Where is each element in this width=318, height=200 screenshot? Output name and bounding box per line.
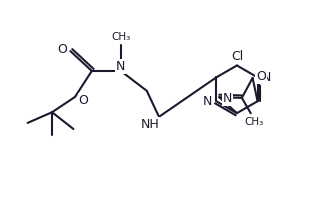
Text: N: N [203, 95, 212, 108]
Text: Cl: Cl [231, 50, 243, 63]
Text: N: N [116, 60, 126, 73]
Text: CH₃: CH₃ [244, 117, 263, 127]
Text: O: O [79, 94, 88, 107]
Text: O: O [256, 70, 266, 83]
Text: NH: NH [141, 118, 159, 131]
Text: CH₃: CH₃ [111, 32, 130, 42]
Text: N: N [261, 71, 271, 84]
Text: N: N [223, 92, 232, 105]
Text: O: O [57, 43, 67, 56]
